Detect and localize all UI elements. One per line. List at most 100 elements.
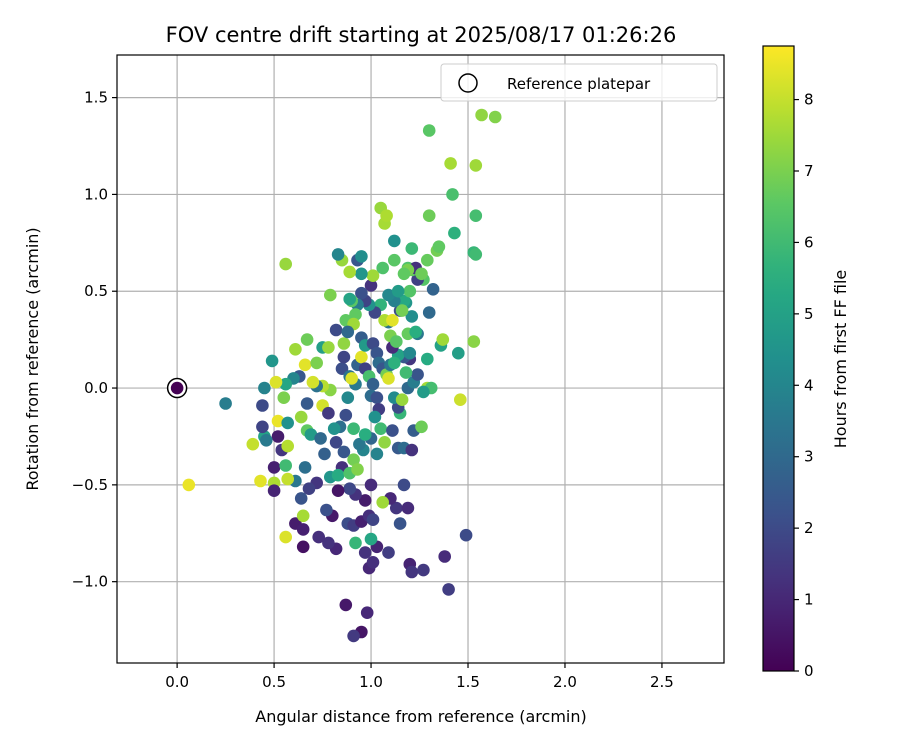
data-point [358,428,372,441]
data-point [405,565,419,579]
colorbar-tick-label: 7 [804,162,814,180]
data-point [351,463,364,476]
data-point [366,556,380,569]
data-point [469,209,483,222]
colorbar-tick-label: 6 [804,233,814,251]
data-point [300,333,314,346]
data-point [475,108,488,122]
data-point [353,437,366,451]
data-point [403,284,417,298]
data-point [409,325,423,339]
x-tick-label: 0.0 [165,673,189,691]
data-point [378,436,391,449]
data-point [246,437,260,451]
data-point [386,424,399,437]
data-point [364,279,378,292]
data-point [345,372,359,385]
data-point [318,447,331,461]
data-point [343,482,357,496]
data-point [281,416,295,430]
data-point [320,503,333,517]
x-axis-ticks: 0.0 0.5 1.0 1.5 2.0 2.5 [165,663,674,691]
data-point [269,375,283,389]
reference-point [170,381,184,395]
data-point [343,292,357,306]
data-point [454,393,467,407]
legend-box [440,63,718,102]
data-point [386,314,399,327]
data-point [422,209,436,222]
chart-title: FOV centre drift starting at 2025/08/17 … [166,23,677,47]
data-point [422,124,436,137]
data-point [306,375,320,389]
data-point [256,420,269,434]
data-point [279,377,293,391]
data-point [322,341,335,354]
data-point [376,261,390,275]
data-point [382,288,395,302]
data-point [298,358,312,372]
colorbar-frame [762,45,795,672]
y-tick-label: −1.0 [72,573,108,591]
data-point [277,391,291,405]
data-point [258,381,271,395]
data-point [422,306,436,319]
data-point [417,563,430,577]
colorbar-tick-label: 4 [804,376,814,394]
legend-marker [458,73,478,93]
data-point [360,606,374,619]
data-point [388,253,401,267]
data-point [294,492,308,505]
data-point [395,304,409,317]
data-point [281,439,295,453]
data-point [388,356,401,370]
data-point [329,436,343,449]
data-point [469,248,483,261]
colorbar-tick-label: 8 [804,91,814,109]
data-point [364,478,378,492]
data-point [405,310,419,323]
x-tick-label: 2.5 [650,673,674,691]
data-point [469,159,483,172]
data-point [380,209,393,222]
data-point [327,422,341,436]
data-points [182,108,502,643]
data-point [300,397,314,410]
data-point [366,269,380,283]
data-point [366,513,380,526]
y-tick-label: 1.0 [84,185,108,203]
data-point [322,536,335,550]
data-point [335,362,349,376]
y-tick-label: 1.5 [84,89,108,107]
data-point [329,323,343,337]
data-point [459,528,473,542]
colorbar-tick-label: 2 [804,519,814,537]
data-point [294,410,308,424]
data-point [393,517,407,530]
data-point [254,474,267,488]
data-point [370,346,384,360]
data-point [341,325,355,339]
y-tick-label: 0.0 [84,379,108,397]
data-point [355,267,368,281]
data-point [296,540,310,554]
legend-label: Reference platepar [507,75,651,93]
data-point [314,432,327,445]
colorbar-label: Hours from first FF file [831,270,850,449]
data-point [347,453,360,467]
data-point [399,366,413,379]
data-point [374,422,388,436]
colorbar-tick-label: 0 [804,662,814,680]
x-tick-label: 0.5 [262,673,286,691]
data-point [339,598,353,612]
data-point [391,284,405,298]
data-point [390,501,403,515]
data-point [370,447,384,461]
data-point [310,356,324,370]
data-point [265,354,279,368]
x-tick-label: 1.0 [359,673,383,691]
data-point [341,391,355,405]
data-point [343,265,357,279]
data-point [405,443,419,457]
data-point [219,397,232,410]
